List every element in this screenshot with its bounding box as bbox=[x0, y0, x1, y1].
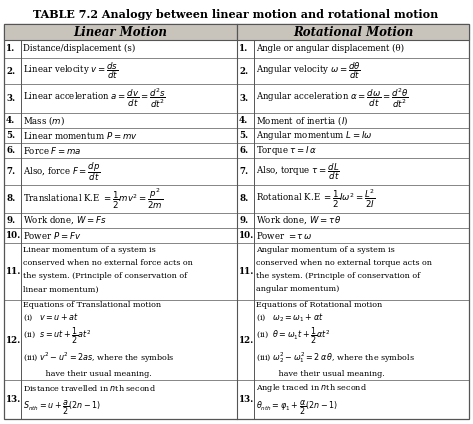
Text: 1.: 1. bbox=[239, 45, 248, 53]
Text: have their usual meaning.: have their usual meaning. bbox=[256, 370, 385, 378]
Text: Also, force $F = \dfrac{dp}{dt}$: Also, force $F = \dfrac{dp}{dt}$ bbox=[23, 160, 101, 183]
Text: 4.: 4. bbox=[6, 116, 15, 125]
Text: (i)   $v = u + at$: (i) $v = u + at$ bbox=[23, 312, 79, 323]
Text: 10.: 10. bbox=[239, 231, 254, 240]
Text: 9.: 9. bbox=[239, 216, 248, 225]
Text: 5.: 5. bbox=[239, 131, 248, 140]
Text: 12.: 12. bbox=[6, 335, 21, 345]
Text: Work done, $W = Fs$: Work done, $W = Fs$ bbox=[23, 215, 106, 226]
Text: TABLE 7.2 Analogy between linear motion and rotational motion: TABLE 7.2 Analogy between linear motion … bbox=[34, 8, 438, 20]
Text: Torque $\tau = I\,\alpha$: Torque $\tau = I\,\alpha$ bbox=[256, 144, 317, 157]
Text: Angle traced in $n$th second: Angle traced in $n$th second bbox=[256, 382, 367, 394]
Text: 7.: 7. bbox=[239, 167, 248, 176]
Text: Moment of inertia ($I$): Moment of inertia ($I$) bbox=[256, 114, 349, 127]
Text: Linear momentum of a system is: Linear momentum of a system is bbox=[23, 246, 156, 254]
Text: Linear acceleration $a = \dfrac{dv}{dt} = \dfrac{d^2s}{dt^2}$: Linear acceleration $a = \dfrac{dv}{dt} … bbox=[23, 87, 166, 110]
Text: Linear momentum $P = mv$: Linear momentum $P = mv$ bbox=[23, 130, 138, 141]
Text: 12.: 12. bbox=[239, 335, 254, 345]
Text: 3.: 3. bbox=[6, 94, 15, 103]
Text: 2.: 2. bbox=[239, 67, 248, 75]
Text: Angular velocity $\omega = \dfrac{d\theta}{dt}$: Angular velocity $\omega = \dfrac{d\thet… bbox=[256, 61, 361, 81]
Text: Translational K.E $= \dfrac{1}{2}mv^2 = \dfrac{p^2}{2m}$: Translational K.E $= \dfrac{1}{2}mv^2 = … bbox=[23, 187, 163, 211]
Text: the system. (Principle of conservation of: the system. (Principle of conservation o… bbox=[23, 272, 187, 280]
Text: 8.: 8. bbox=[6, 194, 15, 204]
Text: Rotational Motion: Rotational Motion bbox=[293, 25, 413, 39]
Text: Linear Motion: Linear Motion bbox=[74, 25, 167, 39]
Text: Linear velocity $v = \dfrac{ds}{dt}$: Linear velocity $v = \dfrac{ds}{dt}$ bbox=[23, 61, 119, 81]
Text: Mass ($m$): Mass ($m$) bbox=[23, 114, 65, 127]
Text: Also, torque $\tau = \dfrac{dL}{dt}$: Also, torque $\tau = \dfrac{dL}{dt}$ bbox=[256, 161, 340, 182]
Text: Distance travelled in $n$th second: Distance travelled in $n$th second bbox=[23, 383, 156, 393]
Text: linear momentum): linear momentum) bbox=[23, 285, 99, 293]
Text: (iii) $\omega_2^2 - \omega_1^2 = 2\,\alpha\,\theta$, where the symbols: (iii) $\omega_2^2 - \omega_1^2 = 2\,\alp… bbox=[256, 350, 415, 365]
Text: Equations of Rotational motion: Equations of Rotational motion bbox=[256, 301, 382, 309]
Bar bbox=[237, 24, 469, 40]
Text: (ii)  $\theta = \omega_1 t + \dfrac{1}{2}\alpha t^2$: (ii) $\theta = \omega_1 t + \dfrac{1}{2}… bbox=[256, 325, 331, 346]
Text: the system. (Principle of conservation of: the system. (Principle of conservation o… bbox=[256, 272, 420, 280]
Text: 11.: 11. bbox=[239, 267, 254, 276]
Text: angular momentum): angular momentum) bbox=[256, 285, 339, 293]
Text: (iii) $v^2 - u^2 = 2as$, where the symbols: (iii) $v^2 - u^2 = 2as$, where the symbo… bbox=[23, 350, 175, 365]
Text: Angle or angular displacement (θ): Angle or angular displacement (θ) bbox=[256, 45, 404, 53]
Text: 5.: 5. bbox=[6, 131, 15, 140]
Text: $S_{nth} = u + \dfrac{a}{2}(2n-1)$: $S_{nth} = u + \dfrac{a}{2}(2n-1)$ bbox=[23, 399, 101, 417]
Text: 3.: 3. bbox=[239, 94, 248, 103]
Text: Force $F = ma$: Force $F = ma$ bbox=[23, 145, 82, 156]
Text: 6.: 6. bbox=[239, 146, 248, 155]
Text: (i)   $\omega_2 = \omega_1 + \alpha t$: (i) $\omega_2 = \omega_1 + \alpha t$ bbox=[256, 312, 324, 324]
Text: conserved when no external force acts on: conserved when no external force acts on bbox=[23, 259, 193, 267]
Text: Power $= \tau\,\omega$: Power $= \tau\,\omega$ bbox=[256, 230, 312, 241]
Text: 13.: 13. bbox=[6, 395, 21, 404]
Text: Equations of Translational motion: Equations of Translational motion bbox=[23, 301, 161, 309]
Text: Angular momentum of a system is: Angular momentum of a system is bbox=[256, 246, 395, 254]
Text: 9.: 9. bbox=[6, 216, 15, 225]
Text: 8.: 8. bbox=[239, 194, 248, 204]
Text: Rotational K.E $= \dfrac{1}{2}I\omega^2 = \dfrac{L^2}{2I}$: Rotational K.E $= \dfrac{1}{2}I\omega^2 … bbox=[256, 188, 376, 210]
Text: 7.: 7. bbox=[6, 167, 15, 176]
Text: Angular momentum $L = I\omega$: Angular momentum $L = I\omega$ bbox=[256, 129, 373, 142]
Text: 11.: 11. bbox=[6, 267, 21, 276]
Text: Power $P = Fv$: Power $P = Fv$ bbox=[23, 230, 81, 241]
Text: $\theta_{nth} = \varphi_1 + \dfrac{\alpha}{2}(2n-1)$: $\theta_{nth} = \varphi_1 + \dfrac{\alph… bbox=[256, 399, 338, 417]
Text: 4.: 4. bbox=[239, 116, 248, 125]
Text: 6.: 6. bbox=[6, 146, 15, 155]
Text: 1.: 1. bbox=[6, 45, 15, 53]
Text: Work done, $W = \tau\,\theta$: Work done, $W = \tau\,\theta$ bbox=[256, 215, 342, 226]
Text: 2.: 2. bbox=[6, 67, 15, 75]
Text: Angular acceleration $\alpha = \dfrac{d\omega}{dt} = \dfrac{d^2\theta}{dt^2}$: Angular acceleration $\alpha = \dfrac{d\… bbox=[256, 87, 409, 110]
Bar bbox=[4, 24, 237, 40]
Text: 10.: 10. bbox=[6, 231, 21, 240]
Text: Distance/displacement (s): Distance/displacement (s) bbox=[23, 45, 135, 53]
Text: have their usual meaning.: have their usual meaning. bbox=[23, 370, 152, 378]
Text: (ii)  $s = ut + \dfrac{1}{2}at^2$: (ii) $s = ut + \dfrac{1}{2}at^2$ bbox=[23, 325, 91, 346]
Text: 13.: 13. bbox=[239, 395, 254, 404]
Text: conserved when no external torque acts on: conserved when no external torque acts o… bbox=[256, 259, 432, 267]
